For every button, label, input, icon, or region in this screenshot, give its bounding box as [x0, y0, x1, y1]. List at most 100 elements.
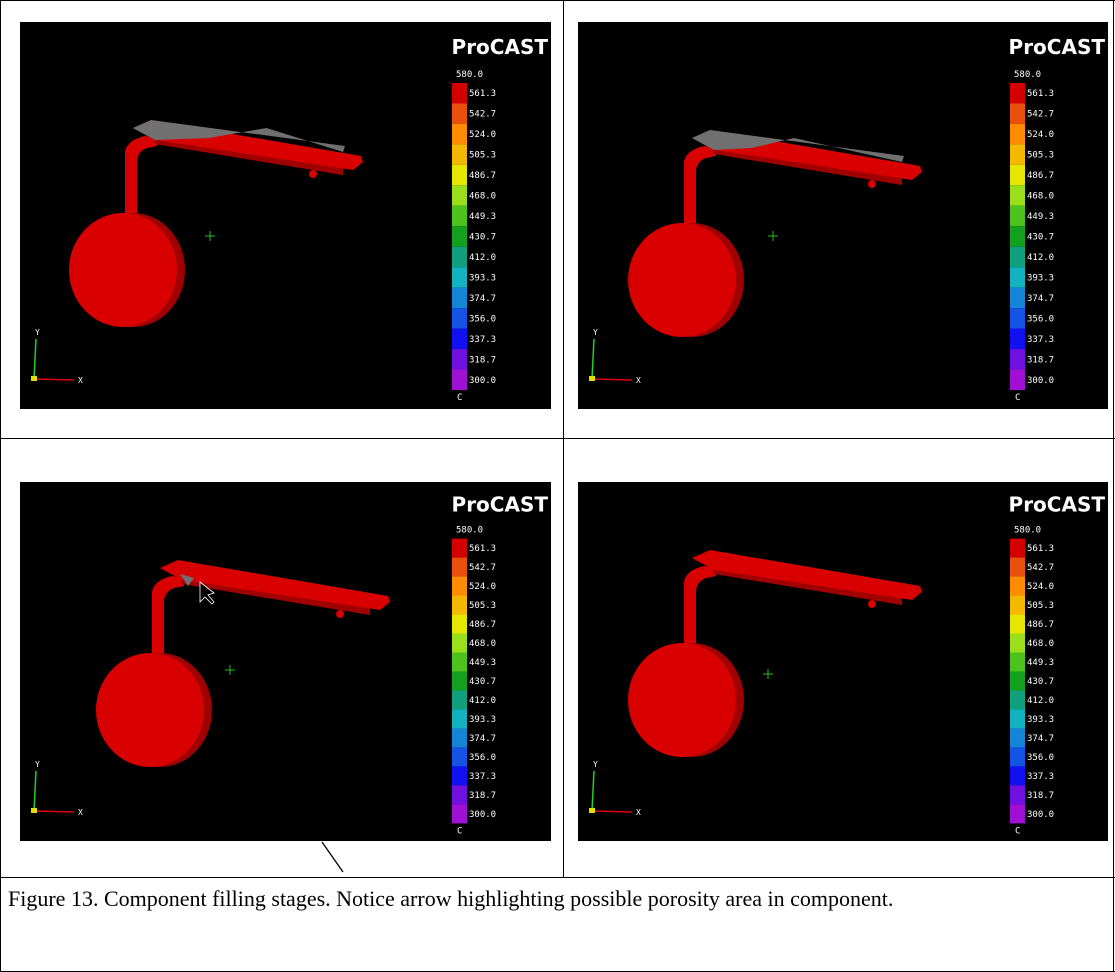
scale-swatch — [452, 747, 467, 766]
scale-label: 580.0 — [1014, 70, 1041, 80]
scale-label: 300.0 — [469, 810, 496, 820]
scale-label: 430.7 — [469, 677, 496, 687]
scale-label: 337.3 — [1027, 772, 1054, 782]
divider — [0, 438, 1115, 439]
center-cross — [225, 665, 235, 675]
scale-label: 468.0 — [469, 192, 496, 202]
scale-swatch — [1010, 785, 1025, 804]
scale-swatch — [1010, 615, 1025, 634]
scale-swatch — [1010, 308, 1025, 328]
axis-z — [589, 376, 595, 381]
scale-unit: C — [1015, 393, 1020, 403]
scale-label: 486.7 — [1027, 171, 1054, 181]
pointer-line — [315, 838, 355, 878]
scale-swatch — [1010, 267, 1025, 287]
scale-swatch — [1010, 103, 1025, 123]
scale-label: 318.7 — [469, 355, 496, 365]
scale-swatch — [452, 728, 467, 747]
axis-y — [592, 339, 594, 379]
axis-label: X — [636, 808, 641, 817]
scale-swatch — [1010, 288, 1025, 308]
axis-label: Y — [35, 328, 40, 337]
scale-swatch — [452, 165, 467, 185]
center-cross — [763, 669, 773, 679]
scale-unit: C — [457, 826, 462, 836]
axis-x — [34, 379, 74, 380]
ingot — [628, 643, 736, 757]
scale-swatch — [452, 671, 467, 690]
scale-label: 300.0 — [469, 376, 496, 386]
scale-label: 580.0 — [456, 70, 483, 80]
ingot — [628, 223, 736, 337]
brand-logo: ProCAST — [452, 35, 549, 59]
scale-label: 337.3 — [469, 772, 496, 782]
scale-label: 337.3 — [469, 335, 496, 345]
axis-x — [34, 811, 74, 812]
center-cross — [768, 231, 778, 241]
axis-y — [34, 339, 36, 379]
scale-label: 524.0 — [1027, 582, 1054, 592]
scale-swatch — [452, 766, 467, 785]
scale-label: 542.7 — [1027, 563, 1054, 573]
scale-swatch — [1010, 747, 1025, 766]
figure-page: ProCAST 580.0 561.3 542.7 524.0 505.3 486.7 468… — [0, 0, 1115, 972]
border — [0, 0, 1, 972]
scale-label: 449.3 — [1027, 212, 1054, 222]
scale-label: 412.0 — [469, 253, 496, 263]
simulation-image: ProCAST580.0561.3542.7524.0505.3486.7468… — [578, 482, 1108, 841]
scale-label: 505.3 — [469, 151, 496, 161]
scale-label: 524.0 — [469, 582, 496, 592]
scale-swatch — [1010, 349, 1025, 369]
scale-label: 318.7 — [469, 791, 496, 801]
scale-label: 393.3 — [469, 273, 496, 283]
scale-label: 374.7 — [469, 294, 496, 304]
scale-swatch — [452, 247, 467, 267]
scale-swatch — [452, 103, 467, 123]
runner — [152, 576, 184, 660]
brand-logo: ProCAST — [1009, 35, 1106, 59]
scale-label: 580.0 — [456, 526, 483, 536]
scale-label: 356.0 — [469, 314, 496, 324]
scale-swatch — [1010, 124, 1025, 144]
scale-swatch — [1010, 370, 1025, 390]
scale-label: 505.3 — [469, 601, 496, 611]
scale-swatch — [452, 267, 467, 287]
scale-swatch — [1010, 634, 1025, 653]
scale-label: 505.3 — [1027, 151, 1054, 161]
scale-label: 412.0 — [469, 696, 496, 706]
scale-swatch — [1010, 653, 1025, 672]
scale-swatch — [1010, 558, 1025, 577]
scale-swatch — [452, 634, 467, 653]
scale-swatch — [452, 124, 467, 144]
axis-z — [31, 808, 37, 813]
scale-swatch — [452, 785, 467, 804]
scale-label: 356.0 — [1027, 314, 1054, 324]
runner — [125, 136, 157, 220]
scale-swatch — [1010, 165, 1025, 185]
scale-label: 449.3 — [469, 658, 496, 668]
scale-swatch — [452, 329, 467, 349]
render: ProCAST580.0561.3542.7524.0505.3486.7468… — [578, 22, 1108, 409]
scale-label: 318.7 — [1027, 355, 1054, 365]
scale-label: 430.7 — [469, 233, 496, 243]
center-cross — [205, 231, 215, 241]
render: ProCAST580.0561.3542.7524.0505.3486.7468… — [578, 482, 1108, 841]
scale-swatch — [452, 653, 467, 672]
scale-swatch — [1010, 247, 1025, 267]
scale-label: 561.3 — [469, 544, 496, 554]
scale-label: 542.7 — [469, 563, 496, 573]
axis-label: Y — [593, 760, 598, 769]
scale-swatch — [1010, 728, 1025, 747]
axis-z — [31, 376, 37, 381]
scale-label: 468.0 — [1027, 639, 1054, 649]
scale-swatch — [452, 349, 467, 369]
simulation-image: ProCAST580.0561.3542.7524.0505.3486.7468… — [20, 482, 551, 841]
divider — [0, 877, 1115, 878]
scale-label: 524.0 — [469, 130, 496, 140]
scale-swatch — [452, 596, 467, 615]
scale-swatch — [1010, 596, 1025, 615]
scale-swatch — [1010, 671, 1025, 690]
brand-logo: ProCAST — [1009, 493, 1106, 517]
runner — [684, 566, 716, 650]
